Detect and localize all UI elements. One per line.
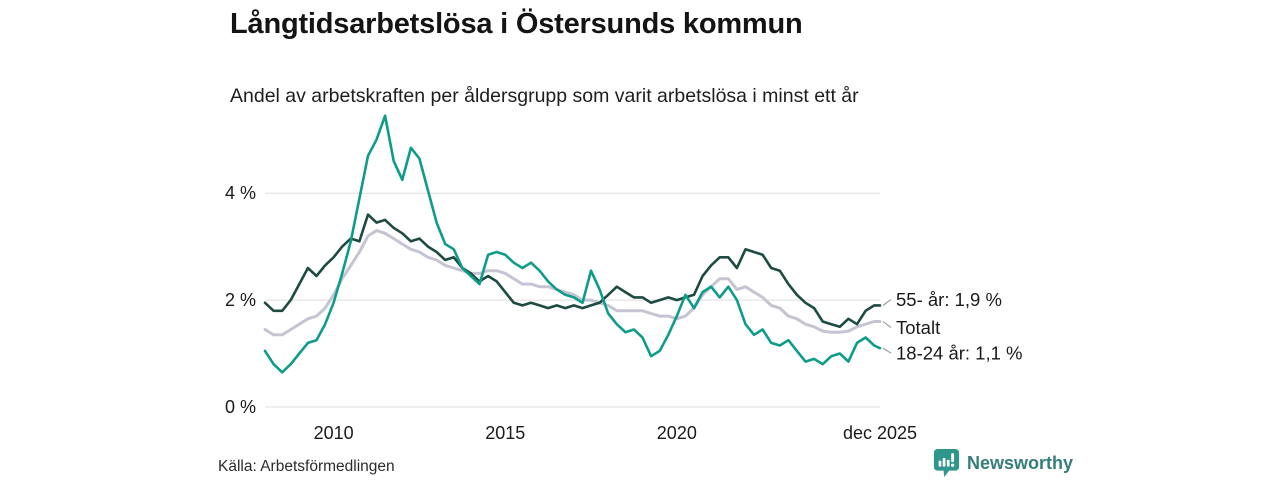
series-end-label-18-24-ar: 18-24 år: 1,1 %	[896, 343, 1023, 364]
series-line-55-ar	[263, 213, 882, 329]
series-end-label-totalt: Totalt	[896, 317, 940, 338]
newsworthy-logo: Newsworthy	[933, 448, 1073, 478]
y-axis-tick-label: 4 %	[225, 183, 256, 203]
x-axis-tick-label: 2010	[314, 423, 354, 443]
label-connector-55-ar	[882, 299, 892, 306]
series-line-totalt	[263, 229, 882, 337]
newsworthy-logo-icon	[933, 449, 960, 477]
label-connector-totalt	[882, 321, 892, 328]
chart-title: Långtidsarbetslösa i Östersunds kommun	[230, 8, 803, 40]
x-axis-tick-label: 2020	[657, 423, 697, 443]
y-axis-tick-label: 0 %	[225, 397, 256, 417]
newsworthy-logo-text: Newsworthy	[967, 452, 1074, 473]
x-axis-tick-label: dec 2025	[843, 423, 917, 443]
label-connector-18-24-ar	[882, 347, 892, 354]
y-axis-tick-label: 2 %	[225, 290, 256, 310]
source-label: Källa: Arbetsförmedlingen	[218, 458, 395, 475]
x-axis-tick-label: 2015	[485, 423, 525, 443]
series-end-label-55-ar: 55- år: 1,9 %	[896, 289, 1002, 310]
chart-subtitle: Andel av arbetskraften per åldersgrupp s…	[230, 85, 859, 107]
series-line-18-24-ar	[263, 114, 882, 374]
